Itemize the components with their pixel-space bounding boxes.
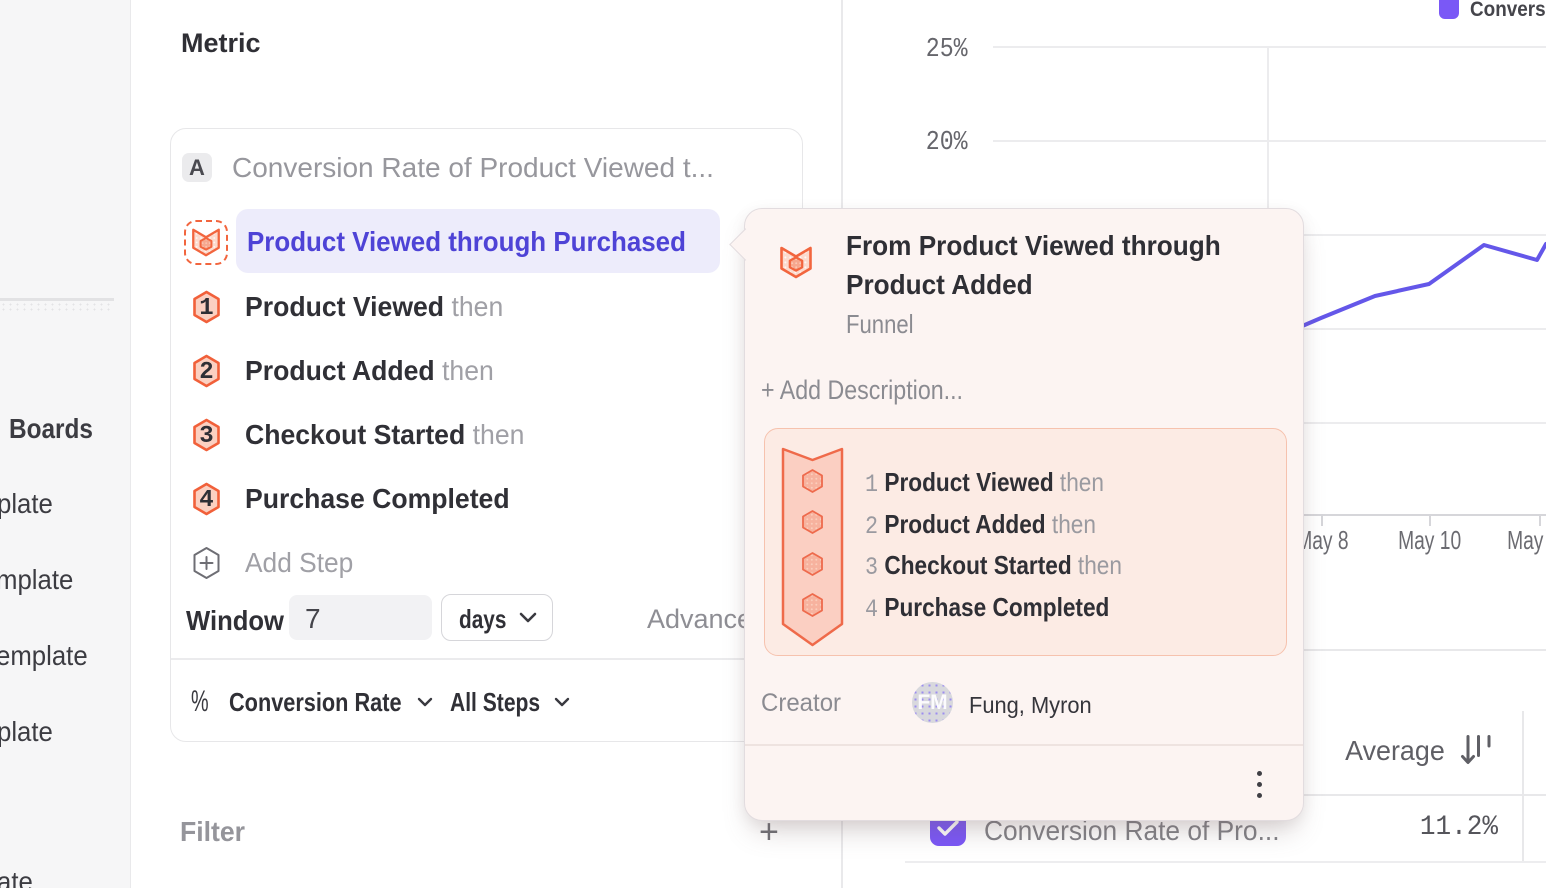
svg-text:3: 3 — [199, 423, 213, 450]
svg-text:4: 4 — [199, 487, 213, 514]
svg-text:2: 2 — [199, 359, 213, 386]
svg-text:1: 1 — [199, 295, 213, 322]
